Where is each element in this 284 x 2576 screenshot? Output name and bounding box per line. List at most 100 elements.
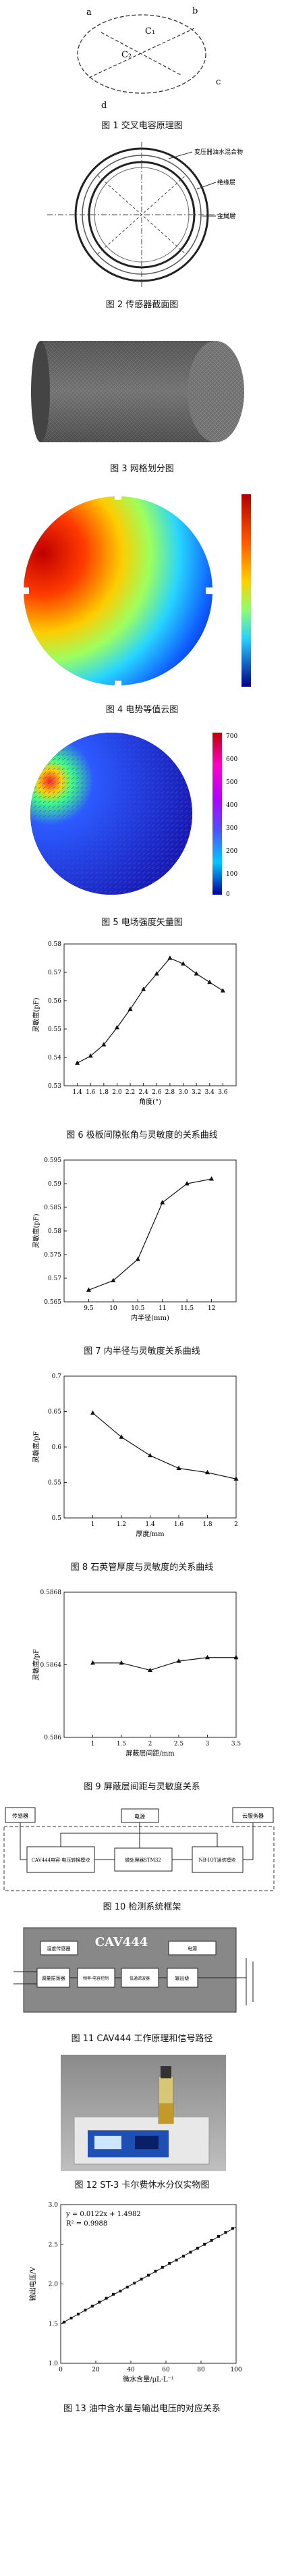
data-point — [114, 1024, 119, 1030]
x-tick-label: 10.5 — [131, 1305, 144, 1312]
data-point — [189, 2251, 192, 2254]
x-tick-label: 2.8 — [165, 1089, 175, 1096]
data-point — [147, 2273, 150, 2277]
figure-1: a b c d C₁ C₂ 图 1 交叉电容原理图 — [0, 0, 284, 135]
data-point — [233, 1654, 239, 1660]
x-tick-label: 2.0 — [112, 1089, 122, 1096]
x-tick-label: 1.8 — [99, 1089, 109, 1096]
figure-6-caption: 图 6 极板间隙张角与灵敏度的关系曲线 — [66, 1130, 218, 1140]
x-tick-label: 2.4 — [139, 1089, 149, 1096]
y-tick-label: 0.5864 — [40, 1662, 62, 1669]
x-tick-label: 3.4 — [205, 1089, 215, 1096]
y-tick-label: 1.0 — [49, 2361, 59, 2367]
colorbar-500: 500 — [226, 779, 237, 786]
data-point — [203, 2242, 206, 2246]
y-tick-label: 0.55 — [48, 1480, 61, 1487]
y-tick-label: 0.595 — [44, 1157, 61, 1164]
x-tick-label: 80 — [197, 2367, 205, 2373]
x-tick-label: 1 — [91, 1521, 95, 1528]
data-point — [63, 2320, 66, 2323]
y-tick-label: 0.575 — [44, 1252, 61, 1259]
x-tick-label: 60 — [162, 2367, 170, 2373]
x-tick-label: 2 — [148, 1741, 152, 1747]
figure-4: 图 4 电势等值云图 — [0, 479, 284, 719]
data-point — [217, 2235, 220, 2238]
mesh-diagram — [31, 341, 244, 442]
y-axis-label: 灵敏度(pF) — [32, 1213, 40, 1248]
colorbar-300: 300 — [226, 825, 237, 832]
sensor-cross-section: 变压器油水混合物 绝缘层 金属层 — [47, 142, 243, 287]
y-axis-label: 灵敏度/pF — [32, 1431, 40, 1463]
y-tick-label: 0.54 — [48, 1055, 61, 1061]
data-point — [176, 1465, 181, 1470]
cav444-signal-path: CAV444 温度传感器 电源 调量振荡器 频率-电容控制 低通滤波器 输出级 — [13, 1927, 254, 2013]
figure-11: CAV444 温度传感器 电源 调量振荡器 频率-电容控制 低通滤波器 输出级 … — [0, 1918, 284, 2049]
y-tick-label: 0.5868 — [40, 1589, 62, 1596]
block-temp: 温度传感器 — [47, 1945, 71, 1951]
x-tick-label: 1.4 — [145, 1521, 155, 1528]
x-tick-label: 3.0 — [178, 1089, 188, 1096]
data-point — [119, 1434, 124, 1439]
x-tick-label: 11.5 — [180, 1305, 194, 1312]
block-nbiot: NB-IOT通信模块 — [199, 1857, 236, 1863]
data-point — [105, 2296, 108, 2300]
colorbar-100: 100 — [226, 871, 237, 878]
x-tick-label: 12 — [208, 1305, 215, 1312]
y-tick-label: 0.65 — [48, 1409, 61, 1416]
data-point — [135, 1257, 140, 1261]
y-tick-label: 0.7 — [52, 1373, 62, 1380]
data-point — [119, 1660, 124, 1665]
field-vector-plot: 700 600 500 400 300 200 100 0 — [30, 733, 237, 898]
data-point — [168, 2261, 171, 2265]
data-point — [69, 2317, 73, 2320]
x-tick-label: 1 — [91, 1741, 95, 1747]
data-point — [210, 2238, 213, 2242]
x-tick-label: 3.2 — [192, 1089, 201, 1096]
x-tick-label: 0 — [59, 2367, 63, 2373]
figure-1-caption: 图 1 交叉电容原理图 — [101, 121, 183, 131]
data-point — [148, 1452, 152, 1458]
x-tick-label: 3.6 — [218, 1089, 228, 1096]
data-point — [90, 1410, 95, 1415]
figure-3: 图 3 网格划分图 — [0, 314, 284, 479]
y-tick-label: 2.0 — [49, 2282, 59, 2288]
data-point — [125, 2286, 129, 2289]
figure-3-caption: 图 3 网格划分图 — [110, 464, 174, 474]
series-line — [77, 957, 223, 1063]
data-point — [148, 1667, 152, 1673]
chart-moisture-voltage: 1.0 1.5 2.0 2.5 3.0 0 20 40 60 80 100 微水含量/μL·L⁻¹ 输出… — [28, 2202, 242, 2384]
plot-frame — [60, 2204, 237, 2364]
data-point — [160, 1200, 165, 1205]
data-point — [119, 2290, 122, 2293]
data-point — [154, 971, 159, 976]
block-out: 输出级 — [175, 1975, 190, 1981]
plot-frame — [63, 1592, 237, 1738]
y-tick-label: 0.585 — [44, 1205, 61, 1211]
x-tick-label: 2.2 — [125, 1089, 135, 1096]
chart-thickness-sensitivity: 0.5 0.55 0.6 0.65 0.7 1 1.2 1.4 1.6 1.8 2 厚度/mm 灵敏度/… — [32, 1373, 239, 1538]
x-tick-label: 2.6 — [152, 1089, 162, 1096]
colorbar-700: 700 — [226, 733, 237, 740]
series-line — [92, 1413, 237, 1479]
label-c2: C₂ — [121, 50, 132, 60]
label-b: b — [192, 6, 198, 16]
figure-9-caption: 图 9 屏蔽层间距与灵敏度关系 — [84, 1782, 200, 1792]
data-point — [154, 2269, 157, 2273]
data-point — [231, 2227, 234, 2230]
y-tick-label: 0.57 — [48, 1276, 61, 1282]
label-c: c — [216, 77, 221, 87]
block-power: 电源 — [134, 1813, 145, 1820]
y-tick-label: 0.586 — [44, 1735, 61, 1741]
data-point — [88, 1053, 93, 1058]
data-point — [90, 2305, 94, 2308]
figure-6: 0.53 0.54 0.55 0.56 0.57 0.58 1.4 1.6 1.8 2.0 2.2 2… — [0, 932, 284, 1148]
figure-4-caption: 图 4 电势等值云图 — [105, 705, 179, 715]
data-point — [181, 961, 186, 966]
x-tick-label: 3.5 — [231, 1741, 242, 1747]
data-point — [84, 2309, 87, 2312]
colorbar-600: 600 — [226, 756, 237, 763]
block-sync: 频率-电容控制 — [83, 1976, 109, 1981]
chip-title: CAV444 — [95, 1935, 148, 1949]
x-tick-label: 40 — [127, 2367, 135, 2373]
figure-10-caption: 图 10 检测系统框架 — [103, 1902, 181, 1912]
